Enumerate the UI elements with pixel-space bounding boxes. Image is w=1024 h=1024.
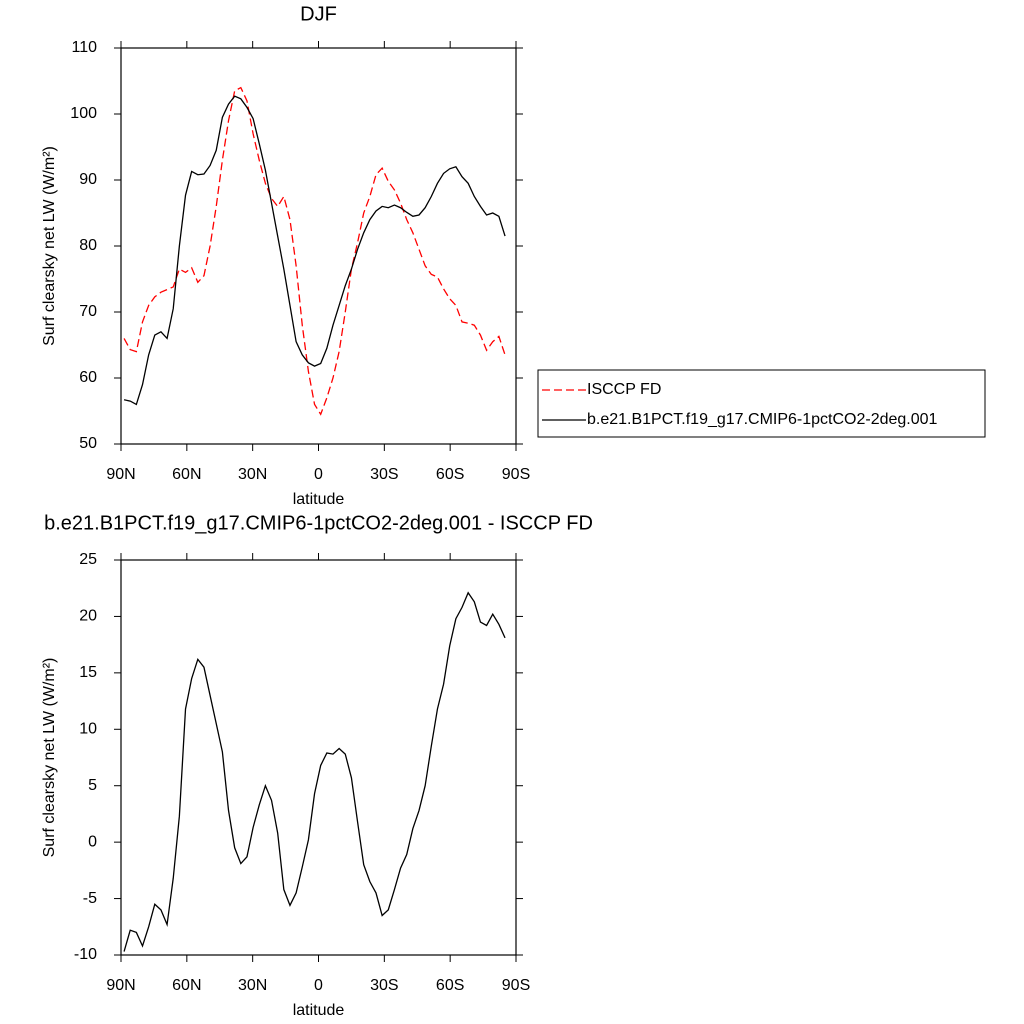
legend-box (537, 369, 986, 438)
y-tick-label: 15 (79, 664, 97, 681)
y-tick-label: 25 (79, 551, 97, 568)
x-tick-label: 60N (172, 977, 201, 994)
plot-frame (120, 47, 517, 445)
y-tick-label: 80 (79, 237, 97, 254)
x-tick-label: 60S (436, 977, 464, 994)
data-line (123, 95, 506, 406)
y-axis-label: Surf clearsky net LW (W/m²) (41, 658, 58, 858)
y-tick-label: 60 (79, 369, 97, 386)
x-tick-label: 90N (106, 466, 135, 483)
x-tick-label: 90S (502, 977, 530, 994)
legend-label: b.e21.B1PCT.f19_g17.CMIP6-1pctCO2-2deg.0… (587, 411, 938, 428)
y-tick-label: -10 (74, 946, 97, 963)
x-tick-label: 0 (314, 466, 323, 483)
y-tick-label: 70 (79, 303, 97, 320)
y-tick-label: -5 (83, 890, 97, 907)
data-line (123, 591, 506, 952)
y-tick-label: 50 (79, 435, 97, 452)
chart-title: b.e21.B1PCT.f19_g17.CMIP6-1pctCO2-2deg.0… (44, 512, 593, 534)
x-tick-label: 30S (370, 977, 398, 994)
y-tick-label: 0 (88, 833, 97, 850)
y-tick-label: 110 (71, 39, 97, 56)
y-tick-label: 20 (79, 608, 97, 625)
x-tick-label: 0 (314, 977, 323, 994)
y-tick-label: 5 (88, 777, 97, 794)
y-tick-label: 100 (70, 105, 97, 122)
legend-label: ISCCP FD (587, 381, 661, 398)
chart-title: DJF (300, 3, 337, 25)
x-axis-label: latitude (293, 1002, 345, 1019)
x-tick-label: 60N (172, 466, 201, 483)
x-tick-label: 30S (370, 466, 398, 483)
x-tick-label: 30N (238, 977, 267, 994)
x-axis-label: latitude (293, 491, 345, 508)
data-line (123, 86, 506, 416)
y-tick-label: 10 (79, 721, 97, 738)
x-tick-label: 60S (436, 466, 464, 483)
y-axis-label: Surf clearsky net LW (W/m²) (41, 146, 58, 346)
x-tick-label: 30N (238, 466, 267, 483)
x-tick-label: 90S (502, 466, 530, 483)
plot-frame (120, 559, 517, 956)
x-tick-label: 90N (106, 977, 135, 994)
y-tick-label: 90 (79, 171, 97, 188)
